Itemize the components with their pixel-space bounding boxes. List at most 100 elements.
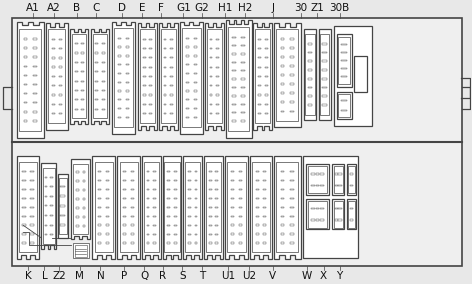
Bar (153, 180, 156, 181)
Bar (98, 198, 101, 199)
Bar (98, 242, 101, 244)
Bar (50, 215, 53, 216)
Bar (34, 38, 37, 39)
Bar (59, 104, 62, 105)
Bar (210, 57, 212, 59)
Bar (185, 55, 189, 57)
Bar (209, 216, 211, 217)
Bar (118, 99, 121, 101)
Bar (60, 224, 65, 226)
Text: Z1: Z1 (310, 3, 324, 12)
Bar (106, 242, 110, 244)
Bar (51, 113, 55, 114)
Bar (106, 207, 110, 208)
Bar (215, 216, 218, 217)
Bar (255, 171, 259, 172)
Text: V: V (269, 271, 276, 281)
Bar (126, 73, 129, 74)
Bar (95, 62, 98, 63)
Bar (160, 30, 176, 123)
Bar (143, 104, 146, 105)
Bar (210, 104, 212, 105)
Bar (194, 108, 197, 109)
Bar (60, 186, 65, 187)
Bar (22, 198, 25, 199)
Bar (341, 76, 347, 78)
Bar (232, 112, 236, 113)
Bar (83, 225, 85, 227)
Bar (131, 198, 135, 199)
Bar (308, 69, 312, 71)
Bar (338, 219, 342, 221)
Bar (95, 53, 98, 54)
Bar (126, 82, 129, 83)
Polygon shape (138, 23, 157, 130)
Bar (98, 180, 101, 181)
Bar (350, 185, 353, 186)
Bar (231, 216, 234, 217)
Bar (239, 224, 242, 226)
Bar (123, 224, 126, 226)
Bar (209, 180, 211, 181)
Bar (126, 64, 129, 65)
Bar (143, 113, 146, 114)
Bar (106, 198, 110, 199)
Bar (83, 199, 85, 200)
Bar (265, 57, 268, 59)
Bar (281, 180, 284, 181)
Bar (231, 171, 234, 172)
Bar (75, 245, 87, 257)
Bar (144, 162, 159, 252)
Bar (231, 180, 234, 181)
Bar (83, 189, 85, 191)
Polygon shape (17, 22, 44, 138)
Bar (174, 233, 177, 235)
Bar (216, 66, 219, 68)
Bar (308, 104, 312, 106)
Bar (143, 57, 146, 59)
Bar (216, 39, 219, 40)
Bar (319, 29, 330, 120)
Bar (281, 38, 284, 39)
Bar (207, 30, 222, 123)
Bar (34, 47, 37, 49)
Bar (73, 164, 88, 234)
Bar (290, 38, 294, 39)
Bar (174, 207, 177, 208)
Bar (59, 39, 62, 40)
Bar (194, 207, 197, 208)
Bar (150, 113, 152, 114)
Bar (95, 109, 98, 110)
Bar (194, 198, 197, 199)
Text: G2: G2 (195, 3, 210, 12)
Bar (290, 233, 294, 235)
Bar (263, 207, 266, 208)
Bar (153, 243, 156, 244)
Bar (308, 166, 327, 193)
Bar (322, 52, 327, 53)
Bar (76, 199, 79, 200)
Bar (30, 242, 34, 244)
Bar (232, 45, 236, 46)
Bar (290, 198, 294, 199)
Bar (215, 180, 218, 181)
Bar (24, 84, 27, 85)
Text: Z2: Z2 (52, 271, 66, 281)
Bar (322, 95, 327, 97)
Bar (308, 201, 327, 228)
Polygon shape (162, 156, 181, 258)
Bar (143, 48, 146, 49)
Bar (188, 180, 191, 181)
Bar (30, 189, 34, 190)
Bar (194, 233, 197, 235)
Bar (126, 46, 129, 48)
Bar (51, 104, 55, 105)
Polygon shape (250, 156, 272, 258)
Polygon shape (142, 156, 160, 258)
Bar (170, 48, 173, 49)
Polygon shape (91, 29, 109, 124)
Bar (163, 76, 166, 77)
Bar (242, 53, 245, 55)
Bar (51, 39, 55, 40)
Bar (76, 172, 79, 173)
